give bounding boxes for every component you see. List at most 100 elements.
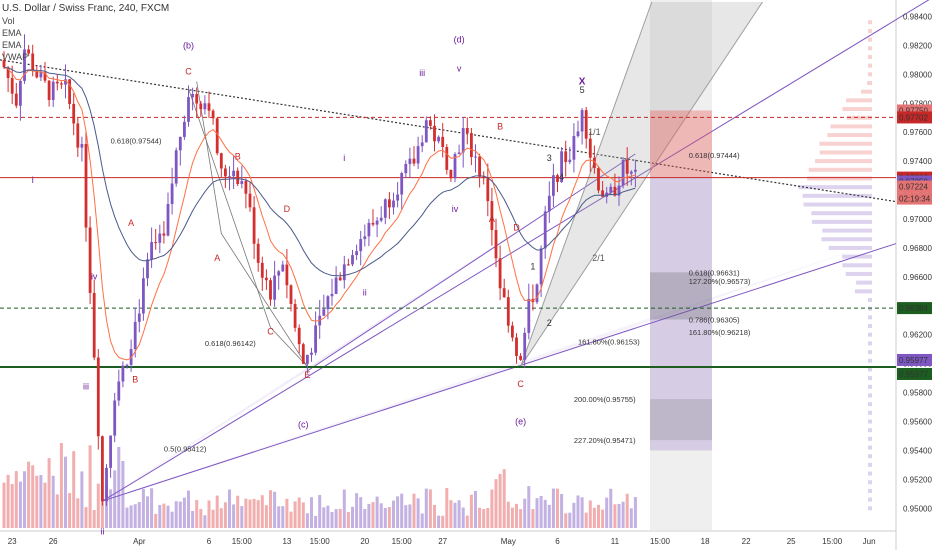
price-badge-bg <box>897 192 932 205</box>
candle-body <box>224 168 227 177</box>
volume-bar <box>146 496 149 528</box>
candle-body <box>371 222 375 225</box>
volume-bar <box>18 481 22 528</box>
volume-bar <box>502 469 506 528</box>
volume-bar <box>158 505 162 528</box>
price-tick-label: 0.97800 <box>903 99 932 108</box>
candle-body <box>556 175 559 182</box>
wave-label: (e) <box>515 416 526 426</box>
volume-profile-bar <box>868 367 872 372</box>
volume-bar <box>260 495 264 528</box>
wave-label: 2/1 <box>592 253 605 263</box>
volume-profile-bar <box>822 228 872 233</box>
wave-label: D <box>284 204 291 214</box>
price-tick-label: 0.97000 <box>903 215 932 224</box>
price-tick-label: 0.97600 <box>903 128 932 137</box>
volume-bar <box>605 497 609 528</box>
wave-label: 2 <box>547 318 552 328</box>
volume-bar <box>498 473 502 528</box>
candle-body <box>584 110 588 139</box>
candle-body <box>92 293 96 358</box>
fib-zone <box>650 272 712 320</box>
price-badge-bg <box>897 180 932 193</box>
volume-bar <box>191 511 195 528</box>
wave-label: 5 <box>580 85 585 95</box>
fib-label: 227.20%(0.95471) <box>574 436 636 445</box>
wave-label: C <box>185 66 192 76</box>
volume-bar <box>465 515 469 528</box>
volume-bar <box>232 504 236 528</box>
volume-bar <box>523 498 527 528</box>
price-tick-label: 0.95000 <box>903 504 932 513</box>
candle-body <box>498 258 502 289</box>
volume-bar <box>424 488 428 528</box>
target-zone <box>650 177 712 451</box>
candle-body <box>457 152 461 155</box>
volume-bar <box>453 502 457 528</box>
volume-bar <box>174 501 178 528</box>
wave-label: (c) <box>298 419 309 429</box>
price-tick-label: 0.96800 <box>903 244 932 253</box>
candle-body <box>232 170 235 177</box>
ema-fast-line <box>3 66 636 361</box>
volume-bar <box>387 507 391 528</box>
fib-label: 0.618(0.96142) <box>205 339 256 348</box>
volume-bar <box>47 458 51 528</box>
volume-bar <box>375 496 379 528</box>
candle-body <box>379 217 383 221</box>
volume-bar <box>105 485 108 528</box>
volume-profile-bar <box>811 219 872 224</box>
candle-body <box>199 103 203 110</box>
candle-body <box>269 280 272 300</box>
candle-body <box>322 309 326 316</box>
candle-body <box>634 169 637 172</box>
wave-label: C <box>517 379 524 389</box>
candle-body <box>117 381 121 401</box>
volume-bar <box>14 471 18 528</box>
candle-body <box>215 118 219 154</box>
volume-bar <box>592 507 596 528</box>
candle-body <box>306 354 309 364</box>
volume-profile-bar <box>868 428 872 433</box>
volume-bar <box>351 506 354 528</box>
candle-body <box>576 131 580 137</box>
candle-body <box>19 80 22 106</box>
wave-label: (b) <box>183 40 194 50</box>
candle-body <box>342 264 346 281</box>
price-badge-label: 0.96384 <box>899 304 928 313</box>
candle-body <box>129 349 133 365</box>
volume-bar <box>338 508 342 528</box>
volume-bar <box>244 498 248 528</box>
price-badge-bg <box>897 111 932 124</box>
volume-bar <box>51 475 55 528</box>
candle-body <box>347 264 350 266</box>
volume-bar <box>392 500 395 528</box>
candle-body <box>109 435 112 468</box>
candle-body <box>60 83 63 85</box>
wave-label: B <box>132 374 138 384</box>
candle-body <box>289 285 293 304</box>
volume-bar <box>100 498 104 528</box>
candle-body <box>420 142 424 147</box>
volume-bar <box>449 500 453 528</box>
candle-body <box>392 200 395 208</box>
volume-bar <box>543 499 547 528</box>
volume-bar <box>588 500 592 528</box>
candle-body <box>523 332 527 360</box>
lower-trendline <box>102 243 897 502</box>
volume-bar <box>490 489 494 528</box>
price-axis-panel <box>896 0 932 550</box>
candle-body <box>297 327 301 345</box>
volume-profile-bar <box>807 176 872 181</box>
volume-bar <box>371 502 375 528</box>
volume-bar <box>117 446 121 528</box>
candle-body <box>277 271 281 276</box>
volume-bar <box>334 509 338 528</box>
candle-body <box>474 156 477 158</box>
volume-profile-bar <box>861 89 872 94</box>
wave-label: v <box>457 63 462 73</box>
triangle-fill <box>102 153 636 502</box>
volume-profile-bar <box>856 280 872 285</box>
volume-bar <box>412 493 416 528</box>
